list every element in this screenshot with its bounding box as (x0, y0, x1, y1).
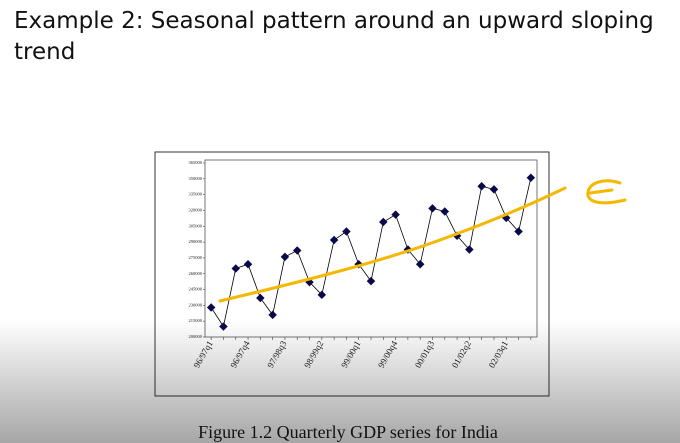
video-shade (0, 320, 680, 443)
y-tick-label: 275000 (189, 255, 203, 260)
data-point (317, 290, 327, 300)
y-tick-label: 230000 (189, 302, 203, 307)
caption: Figure 1.2 Quarterly GDP series for Indi… (198, 422, 498, 442)
data-point (428, 204, 437, 213)
data-point (477, 181, 486, 191)
plot-area (204, 159, 538, 338)
y-tick-label: 320000 (189, 207, 203, 212)
y-tick-label: 365000 (189, 160, 203, 165)
y-tick-label: 260000 (189, 271, 203, 276)
hand-annotation (586, 179, 627, 205)
data-point (465, 245, 474, 254)
trend-annotation (218, 186, 567, 303)
data-point (243, 259, 253, 269)
slide-title: Example 2: Seasonal pattern around an up… (14, 8, 654, 65)
data-point (256, 293, 265, 303)
data-point (292, 246, 302, 255)
y-tick-label: 245000 (189, 287, 203, 292)
y-tick-label: 305000 (189, 223, 203, 228)
data-point (329, 235, 339, 245)
data-point (415, 259, 425, 269)
data-point (366, 276, 376, 286)
data-point (268, 310, 277, 320)
data-point (342, 227, 351, 236)
data-point (391, 210, 400, 219)
y-tick-label: 350000 (189, 176, 203, 181)
data-point (489, 185, 499, 194)
y-tick-label: 335000 (189, 192, 203, 197)
data-point (206, 303, 216, 312)
data-point (379, 217, 388, 227)
data-point (231, 264, 240, 273)
y-tick-label: 290000 (189, 239, 203, 244)
data-point (440, 207, 450, 216)
